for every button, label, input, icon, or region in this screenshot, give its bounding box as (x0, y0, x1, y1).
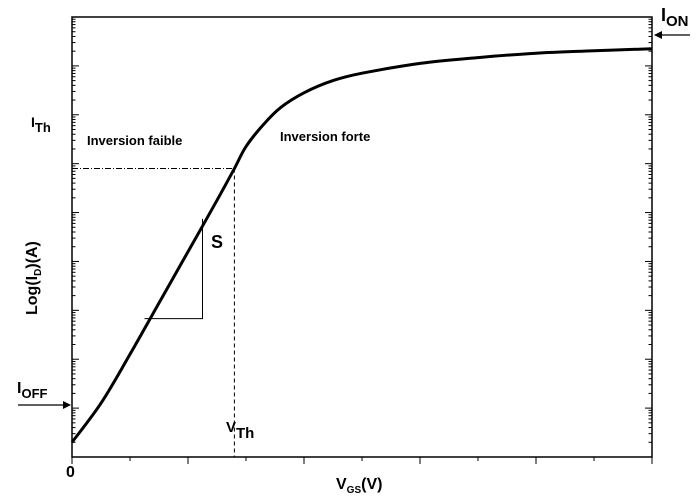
series-line (70, 47, 653, 444)
x-tick-label-0: 0 (66, 464, 75, 481)
slope-label: S (211, 232, 223, 252)
slope-triangle (144, 218, 203, 320)
strong-inversion-label: Inversion forte (280, 129, 370, 144)
x-axis-label: VGS(V) (336, 476, 382, 496)
weak-inversion-label: Inversion faible (87, 133, 182, 148)
plot-frame (71, 16, 653, 458)
ion-label: ION (661, 5, 689, 30)
y-axis-label: Log(ID)(A) (24, 241, 44, 315)
vth-label: VTh (226, 419, 254, 442)
axis-ticks (71, 18, 653, 464)
ith-label: ITh (31, 114, 51, 135)
ioff-label: IOFF (17, 380, 48, 401)
